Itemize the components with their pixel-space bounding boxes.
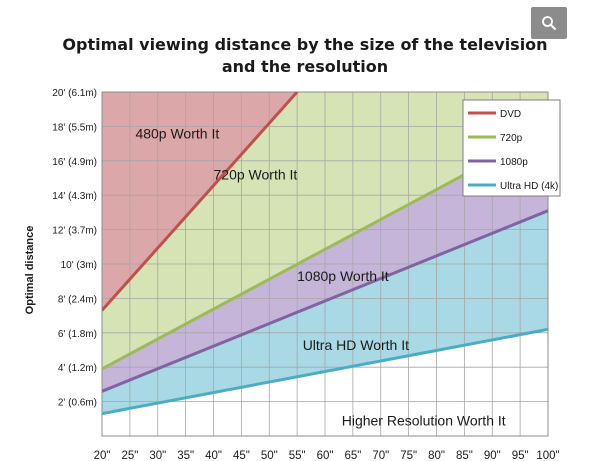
- x-tick-label-0: 20": [94, 450, 111, 461]
- region-label-3: Ultra HD Worth It: [303, 337, 409, 353]
- x-tick-label-3: 35": [177, 450, 194, 461]
- legend-label-1: 720p: [500, 133, 523, 144]
- chart-title: Optimal viewing distance by the size of …: [60, 34, 550, 78]
- y-axis-title: Optimal distance: [24, 226, 36, 315]
- region-label-0: 480p Worth It: [135, 125, 219, 141]
- y-tick-label-5: 12' (3.7m): [52, 226, 97, 237]
- y-tick-label-7: 16' (4.9m): [52, 157, 97, 168]
- x-tick-label-4: 40": [205, 450, 222, 461]
- y-tick-label-9: 20' (6.1m): [52, 88, 97, 99]
- x-tick-label-11: 75": [400, 450, 417, 461]
- y-tick-label-6: 14' (4.3m): [52, 191, 97, 202]
- legend-label-0: DVD: [500, 109, 521, 120]
- magnifier-icon: [541, 15, 557, 31]
- y-tick-label-2: 6' (1.8m): [58, 329, 97, 340]
- y-tick-label-4: 10' (3m): [61, 260, 97, 271]
- legend: DVD 720p 1080p Ultra HD (4k): [462, 99, 561, 197]
- legend-box: [462, 99, 561, 197]
- legend-label-3: Ultra HD (4k): [500, 181, 558, 192]
- region-label-2: 1080p Worth It: [297, 268, 389, 284]
- x-tick-label-10: 70": [372, 450, 389, 461]
- plot-border: [101, 91, 549, 437]
- region-label-1: 720p Worth It: [214, 167, 298, 183]
- x-tick-label-1: 25": [121, 450, 138, 461]
- series-line-0: [102, 92, 299, 312]
- x-tick-label-9: 65": [344, 450, 361, 461]
- y-tick-label-3: 8' (2.4m): [58, 294, 97, 305]
- x-tick-label-2: 30": [149, 450, 166, 461]
- x-tick-label-13: 85": [456, 450, 473, 461]
- y-tick-label-0: 2' (0.6m): [58, 398, 97, 409]
- x-tick-label-5: 45": [233, 450, 250, 461]
- y-tick-label-1: 4' (1.2m): [58, 363, 97, 374]
- series-line-2: [102, 209, 548, 393]
- zoom-button[interactable]: [531, 7, 567, 39]
- x-tick-label-6: 50": [261, 450, 278, 461]
- chart-title-line-1: Optimal viewing distance by the size of …: [62, 35, 548, 54]
- legend-label-2: 1080p: [500, 157, 528, 168]
- y-tick-label-8: 18' (5.5m): [52, 122, 97, 133]
- x-tick-label-15: 95": [512, 450, 529, 461]
- region-label-4: Higher Resolution Worth It: [342, 413, 506, 429]
- x-tick-label-8: 60": [317, 450, 334, 461]
- x-tick-label-16: 100": [536, 450, 559, 461]
- series-line-3: [102, 327, 548, 416]
- x-tick-label-14: 90": [484, 450, 501, 461]
- chart-title-line-2: and the resolution: [221, 57, 389, 76]
- x-tick-label-12: 80": [428, 450, 445, 461]
- x-tick-label-7: 55": [289, 450, 306, 461]
